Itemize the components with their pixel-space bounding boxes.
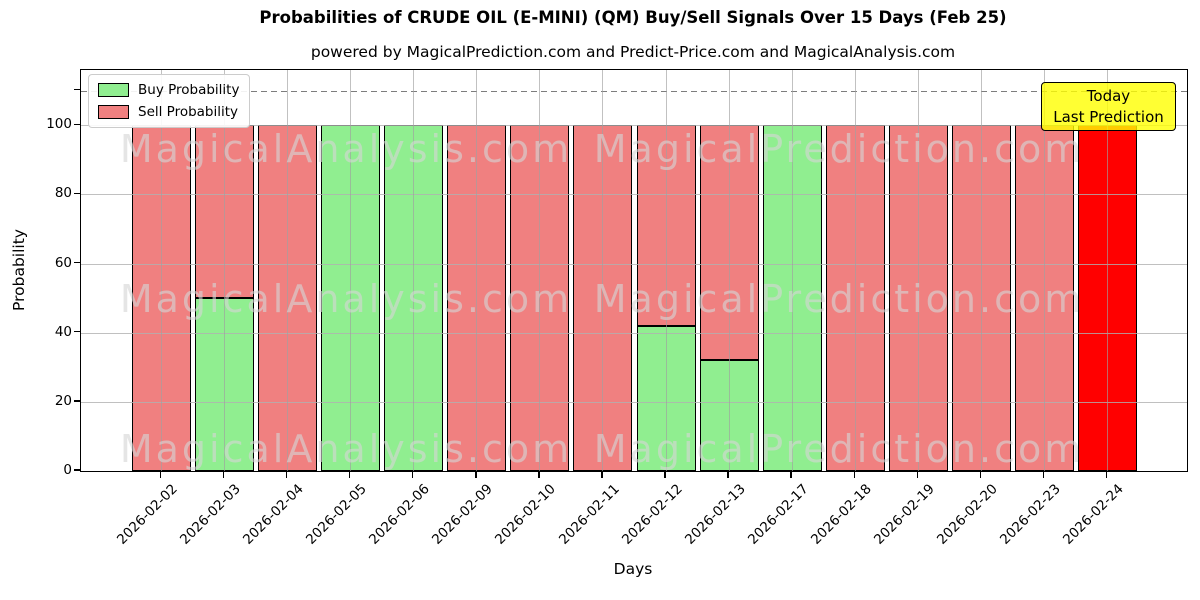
y-axis-label: Probability [10,229,28,311]
chart-legend: Buy Probability Sell Probability [88,74,251,128]
y-tick-mark [74,331,80,333]
y-tick-label: 80 [54,185,72,202]
buy-swatch [98,83,129,97]
grid-line-vertical [413,70,415,471]
x-tick-label: 2026-02-24 [1060,481,1127,548]
x-tick-label: 2026-02-06 [366,481,434,548]
grid-line-vertical [980,70,982,471]
x-tick-label: 2026-02-04 [240,481,307,548]
sell-swatch [98,105,129,119]
x-tick-label: 2026-02-20 [933,481,1001,548]
grid-line-vertical [350,70,352,471]
y-tick-mark [74,469,80,471]
grid-line-vertical [476,70,478,471]
today-annotation-line2: Last Prediction [1053,107,1164,126]
x-tick-label: 2026-02-17 [744,481,812,548]
x-tick-label: 2026-02-03 [177,481,244,548]
x-tick-label: 2026-02-09 [429,481,497,548]
grid-line-vertical [539,70,541,471]
x-tick-mark [1042,471,1045,478]
x-tick-label: 2026-02-05 [303,481,371,548]
x-tick-mark [285,471,288,478]
x-tick-mark [475,471,477,478]
x-axis-label: Days [613,560,653,578]
watermark-text: MagicalPrediction.com [593,427,1085,471]
grid-line-vertical [1043,70,1045,471]
y-tick-mark [74,89,80,91]
y-tick-mark [74,192,80,195]
y-tick-mark [74,400,80,402]
threshold-dashed-line [81,90,1187,93]
x-tick-label: 2026-02-11 [555,481,623,548]
watermark-text: MagicalPrediction.com [593,127,1085,171]
legend-item-sell: Sell Probability [98,104,239,120]
legend-label-sell: Sell Probability [138,104,239,120]
x-tick-mark [664,471,666,478]
watermark-text: MagicalAnalysis.com [119,427,573,471]
x-tick-mark [790,471,792,478]
x-tick-label: 2026-02-02 [114,481,181,548]
grid-line-horizontal [81,401,1187,403]
chart-subtitle: powered by MagicalPrediction.com and Pre… [310,43,956,61]
grid-line-vertical [1107,70,1108,471]
today-annotation-box: Today Last Prediction [1041,82,1176,131]
grid-line-vertical [791,70,793,471]
grid-line-vertical [161,70,162,471]
grid-line-vertical [602,70,604,471]
x-tick-mark [159,471,162,478]
legend-label-buy: Buy Probability [138,82,240,98]
x-tick-mark [222,471,225,478]
watermark-text: MagicalAnalysis.com [119,127,573,171]
x-tick-mark [727,471,729,478]
watermark-text: MagicalPrediction.com [593,277,1085,321]
plot-area: Buy Probability Sell Probability Today L… [80,69,1188,472]
x-tick-mark [601,471,603,478]
grid-line-horizontal [81,194,1187,196]
y-tick-label: 0 [63,462,72,478]
grid-line-vertical [224,70,226,471]
x-tick-mark [853,471,855,478]
x-tick-label: 2026-02-10 [492,481,560,548]
grid-line-vertical [917,70,919,471]
grid-line-vertical [854,70,856,471]
x-tick-mark [538,471,540,478]
y-tick-mark [74,261,80,264]
today-annotation-line1: Today [1086,86,1131,105]
grid-line-vertical [287,70,289,471]
grid-line-horizontal [81,125,1187,127]
grid-line-vertical [728,70,730,471]
x-tick-mark [412,471,414,478]
x-tick-label: 2026-02-19 [870,481,938,548]
legend-item-buy: Buy Probability [98,82,239,98]
grid-line-horizontal [81,263,1187,265]
y-tick-label: 100 [46,116,72,133]
x-tick-mark [349,471,351,478]
watermark-text: MagicalAnalysis.com [119,277,573,321]
x-tick-mark [979,471,982,478]
x-tick-label: 2026-02-23 [996,481,1064,548]
x-tick-label: 2026-02-13 [681,481,749,548]
y-tick-label: 40 [54,323,72,340]
x-tick-mark [916,471,918,478]
x-tick-label: 2026-02-12 [618,481,686,548]
chart-title: Probabilities of CRUDE OIL (E-MINI) (QM)… [259,8,1007,27]
y-tick-label: 20 [54,392,72,409]
x-tick-label: 2026-02-18 [807,481,875,548]
y-tick-mark [74,123,80,125]
x-tick-mark [1105,471,1108,478]
y-tick-label: 60 [54,254,72,271]
grid-line-vertical [665,70,667,471]
grid-line-horizontal [81,332,1187,334]
